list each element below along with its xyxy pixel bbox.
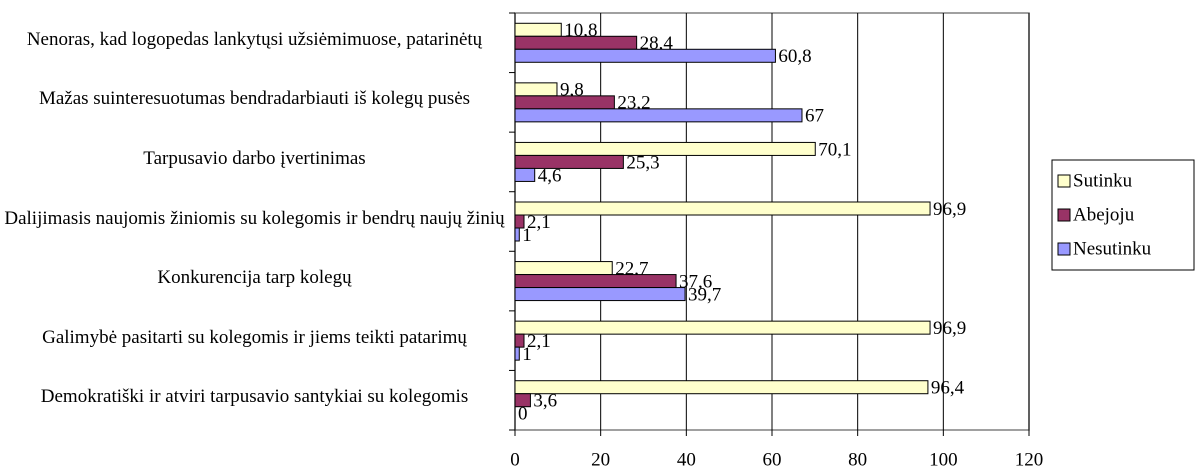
legend-swatch [1057, 208, 1071, 222]
legend-swatch [1057, 174, 1071, 188]
value-label: 96,9 [933, 199, 966, 220]
category-label: Galimybė pasitarti su kolegomis ir jiems… [42, 326, 467, 348]
bar [514, 141, 816, 156]
x-tick-label: 20 [591, 449, 610, 470]
bar [514, 274, 677, 289]
category-label: Mažas suinteresuotumas bendradarbiauti i… [38, 88, 471, 110]
value-label: 25,3 [626, 152, 659, 173]
bar [514, 35, 638, 50]
x-tick-label: 40 [677, 449, 696, 470]
category-label: Konkurencija tarp kolegų [157, 267, 352, 289]
bar [514, 320, 931, 335]
bar [514, 22, 562, 37]
bar [514, 380, 929, 395]
value-label: 60,8 [778, 46, 811, 67]
bar [514, 82, 558, 97]
value-label: 70,1 [818, 139, 851, 160]
x-tick-label: 0 [510, 449, 520, 470]
bar [514, 167, 536, 182]
value-label: 2,1 [527, 212, 551, 233]
legend-label: Sutinku [1073, 170, 1133, 191]
value-label: 4,6 [538, 165, 562, 186]
legend-label: Abejoju [1073, 204, 1135, 225]
x-tick-label: 80 [848, 449, 867, 470]
value-label: 3,6 [533, 391, 557, 412]
bar [514, 108, 803, 123]
category-label: Tarpusavio darbo įvertinimas [143, 147, 366, 169]
category-label: Dalijimasis naujomis žiniomis su kolegom… [4, 207, 505, 229]
value-label: 96,4 [931, 378, 965, 399]
bar [514, 95, 615, 110]
legend-swatch [1057, 242, 1071, 256]
value-label: 39,7 [688, 284, 721, 305]
bar [514, 154, 624, 169]
x-tick-label: 60 [763, 449, 782, 470]
category-label: Nenoras, kad logopedas lankytųsi užsiėmi… [26, 28, 483, 50]
bar [514, 287, 686, 302]
value-label: 96,9 [933, 318, 966, 339]
bar [514, 227, 520, 242]
value-label: 0 [518, 404, 528, 425]
bar [514, 393, 531, 408]
bar [514, 201, 931, 216]
legend-box [1051, 159, 1195, 271]
bar [514, 261, 613, 276]
x-tick-label: 120 [1015, 449, 1044, 470]
bar [514, 48, 776, 63]
bar [514, 346, 520, 361]
value-label: 67 [805, 106, 824, 127]
value-label: 1 [522, 344, 532, 365]
value-label: 2,1 [527, 331, 551, 352]
category-label: Demokratiški ir atviri tarpusavio santyk… [40, 386, 469, 408]
legend-label: Nesutinku [1073, 238, 1152, 259]
value-label: 37,6 [679, 271, 712, 292]
x-tick-label: 100 [929, 449, 958, 470]
value-label: 1 [522, 225, 532, 246]
